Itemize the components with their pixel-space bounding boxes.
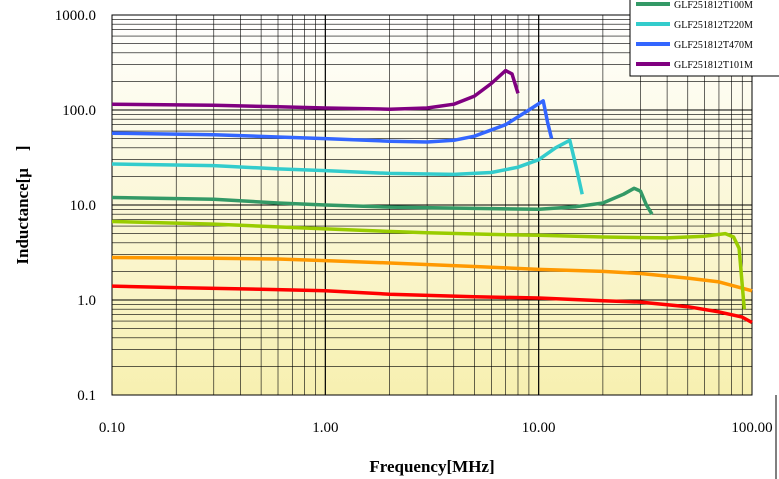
legend: GLF251812T100M GLF251812T220M GLF251812T47… xyxy=(629,0,779,77)
x-tick-label: 1.00 xyxy=(312,420,338,436)
y-tick-label: 0.1 xyxy=(77,388,96,404)
plot-border xyxy=(111,14,753,396)
series-line-6 xyxy=(111,99,554,144)
series-line-2 xyxy=(111,255,753,293)
series-line-5 xyxy=(111,138,584,195)
legend-label: GLF251812T101M xyxy=(674,60,753,71)
series-layer xyxy=(111,68,753,325)
y-tick-label: 1.0 xyxy=(77,293,96,309)
x-tick-labels: 0.10 1.00 10.00 100.00 xyxy=(99,420,773,436)
legend-label: GLF251812T470M xyxy=(674,40,753,51)
legend-label: GLF251812T220M xyxy=(674,20,753,31)
y-tick-label: 10.0 xyxy=(70,198,96,214)
x-tick-label: 100.00 xyxy=(731,420,772,436)
x-tick-label: 10.00 xyxy=(522,420,556,436)
x-tick-label: 0.10 xyxy=(99,420,125,436)
y-tick-labels: 1000.0 100.0 10.0 1.0 0.1 xyxy=(55,8,96,404)
y-axis-title: Inductance[μ ] xyxy=(13,145,32,264)
y-tick-label: 100.0 xyxy=(62,103,96,119)
series-line-1 xyxy=(111,284,753,325)
series-line-4 xyxy=(111,186,654,216)
series-line-7 xyxy=(111,68,520,111)
series-line-3 xyxy=(111,219,747,310)
legend-label: GLF251812T100M xyxy=(674,0,753,11)
y-tick-label: 1000.0 xyxy=(55,8,96,24)
x-axis-title: Frequency[MHz] xyxy=(369,457,494,476)
